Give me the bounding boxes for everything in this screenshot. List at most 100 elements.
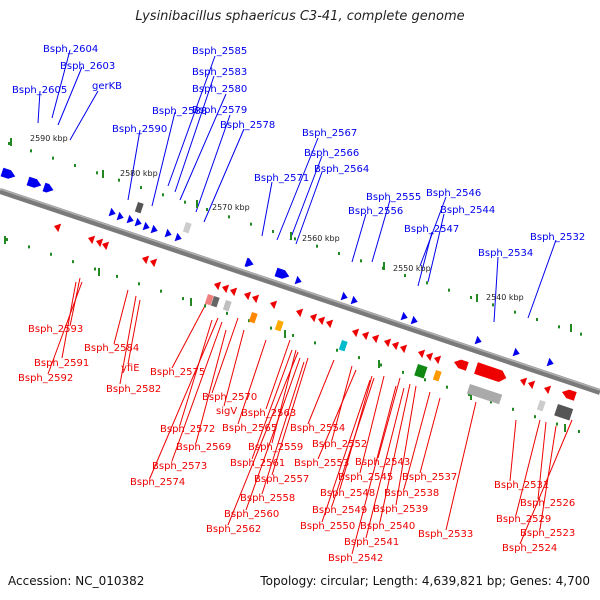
scale-major-tick [476,294,478,302]
minus-gene-label: Bsph_2557 [254,474,309,485]
minus-gene-arrow [418,349,426,359]
minus-leader-line [149,317,219,479]
feature-dark-gray [210,295,220,308]
scale-tick-mark [514,310,516,314]
minus-leader-line [113,289,129,345]
scale-tick-mark [294,237,296,241]
minus-gene-label: Bsph_2529 [496,514,551,525]
minus-leader-line [377,377,401,459]
scale-tick-mark [250,222,252,226]
minus-leader-line [179,319,213,426]
scale-tick-mark [140,186,142,189]
scale-tick-mark [96,171,98,175]
plus-gene-label: Bsph_2534 [478,248,533,259]
plus-gene-label: Bsph_2564 [314,164,369,175]
plus-gene-label: Bsph_2605 [12,85,67,96]
minus-leader-line [195,329,227,444]
feature-cyan [338,339,348,352]
plus-gene-label: Bsph_2566 [304,148,359,159]
minus-leader-line [403,391,431,490]
minus-gene-arrow [426,352,434,362]
minus-gene-label: Bsph_2565 [222,423,277,434]
scale-tick-mark [226,311,228,315]
scale-major-tick [284,330,286,338]
minus-gene-arrow [150,258,158,268]
minus-leader-line [223,329,245,407]
scale-major-tick [290,232,292,240]
minus-gene-label: Bsph_2552 [312,439,367,450]
minus-gene-label: sigV [216,406,237,417]
minus-gene-arrow [310,313,318,323]
minus-gene-label: Bsph_2559 [248,442,303,453]
minus-gene-label: Bsph_2533 [418,529,473,540]
label-leader-lines [37,49,573,555]
scale-major-tick [4,236,6,244]
plus-gene-arrow [474,362,507,382]
minus-gene-label: Bsph_2540 [360,521,415,532]
minus-leader-line [537,421,547,500]
minus-leader-line [47,281,83,375]
plus-gene-arrow [350,295,358,305]
feature-green [414,364,428,379]
scale-tick-label: 2570 kbp [212,203,250,212]
plus-leader-line [261,181,273,237]
minus-gene-arrow [230,287,238,297]
minus-gene-arrow [392,341,400,351]
minus-gene-label: Bsph_2537 [402,472,457,483]
plus-gene-arrow [546,357,554,367]
plus-gene-label: Bsph_2585 [192,46,247,57]
plus-gene-arrow [116,211,124,221]
minus-gene-label: Bsph_2545 [338,472,393,483]
plus-gene-arrow [142,221,150,231]
minus-leader-line [261,361,305,495]
scale-tick-mark [490,400,492,404]
minus-leader-line [171,299,209,369]
plus-gene-arrow [512,347,520,357]
plus-leader-line [276,137,319,241]
minus-gene-arrow [142,255,150,265]
minus-gene-label: Bsph_2592 [18,373,73,384]
scale-tick-mark [468,393,470,397]
scale-major-tick [196,200,198,208]
minus-gene-label: Bsph_2561 [230,458,285,469]
feature-light-gray [222,299,232,312]
plus-leader-line [419,196,447,267]
minus-gene-label: Bsph_2593 [28,324,83,335]
scale-tick-mark [94,267,96,271]
minus-gene-label: Bsph_2539 [373,504,428,515]
scale-tick-mark [446,385,448,389]
minus-gene-arrow [102,241,110,251]
feature-orange [274,319,284,332]
scale-tick-mark [536,318,538,321]
scale-major-tick [10,138,12,146]
plus-leader-line [51,49,71,119]
scale-tick-mark [248,319,250,323]
scale-tick-mark [336,348,338,352]
plus-gene-label: gerKB [92,81,122,92]
gene-features [0,167,577,421]
minus-gene-arrow [96,238,104,248]
minus-gene-label: Bsph_2560 [224,509,279,520]
genome-summary: Topology: circular; Length: 4,639,821 bp… [260,574,590,588]
scale-tick-mark [206,208,208,211]
plus-gene-arrow [126,214,134,224]
scale-tick-mark [162,193,164,197]
scale-tick-mark [470,296,472,299]
scale-major-tick [383,262,385,270]
plus-gene-label: Bsph_2604 [43,44,98,55]
plus-gene-arrow [274,267,290,279]
minus-leader-line [227,351,299,526]
scale-tick-mark [160,289,162,293]
plus-gene-label: Bsph_2546 [426,188,481,199]
minus-leader-line [127,299,141,365]
scale-tick-mark [316,244,318,248]
minus-leader-line [237,339,267,425]
minus-gene-arrow [400,344,408,354]
minus-gene-arrow [528,380,536,390]
plus-leader-line [493,256,499,323]
plus-leader-line [417,231,433,287]
scale-major-tick [190,298,192,306]
feature-orange [248,311,258,324]
minus-gene-label: Bsph_2526 [520,498,575,509]
minus-leader-line [515,419,541,516]
